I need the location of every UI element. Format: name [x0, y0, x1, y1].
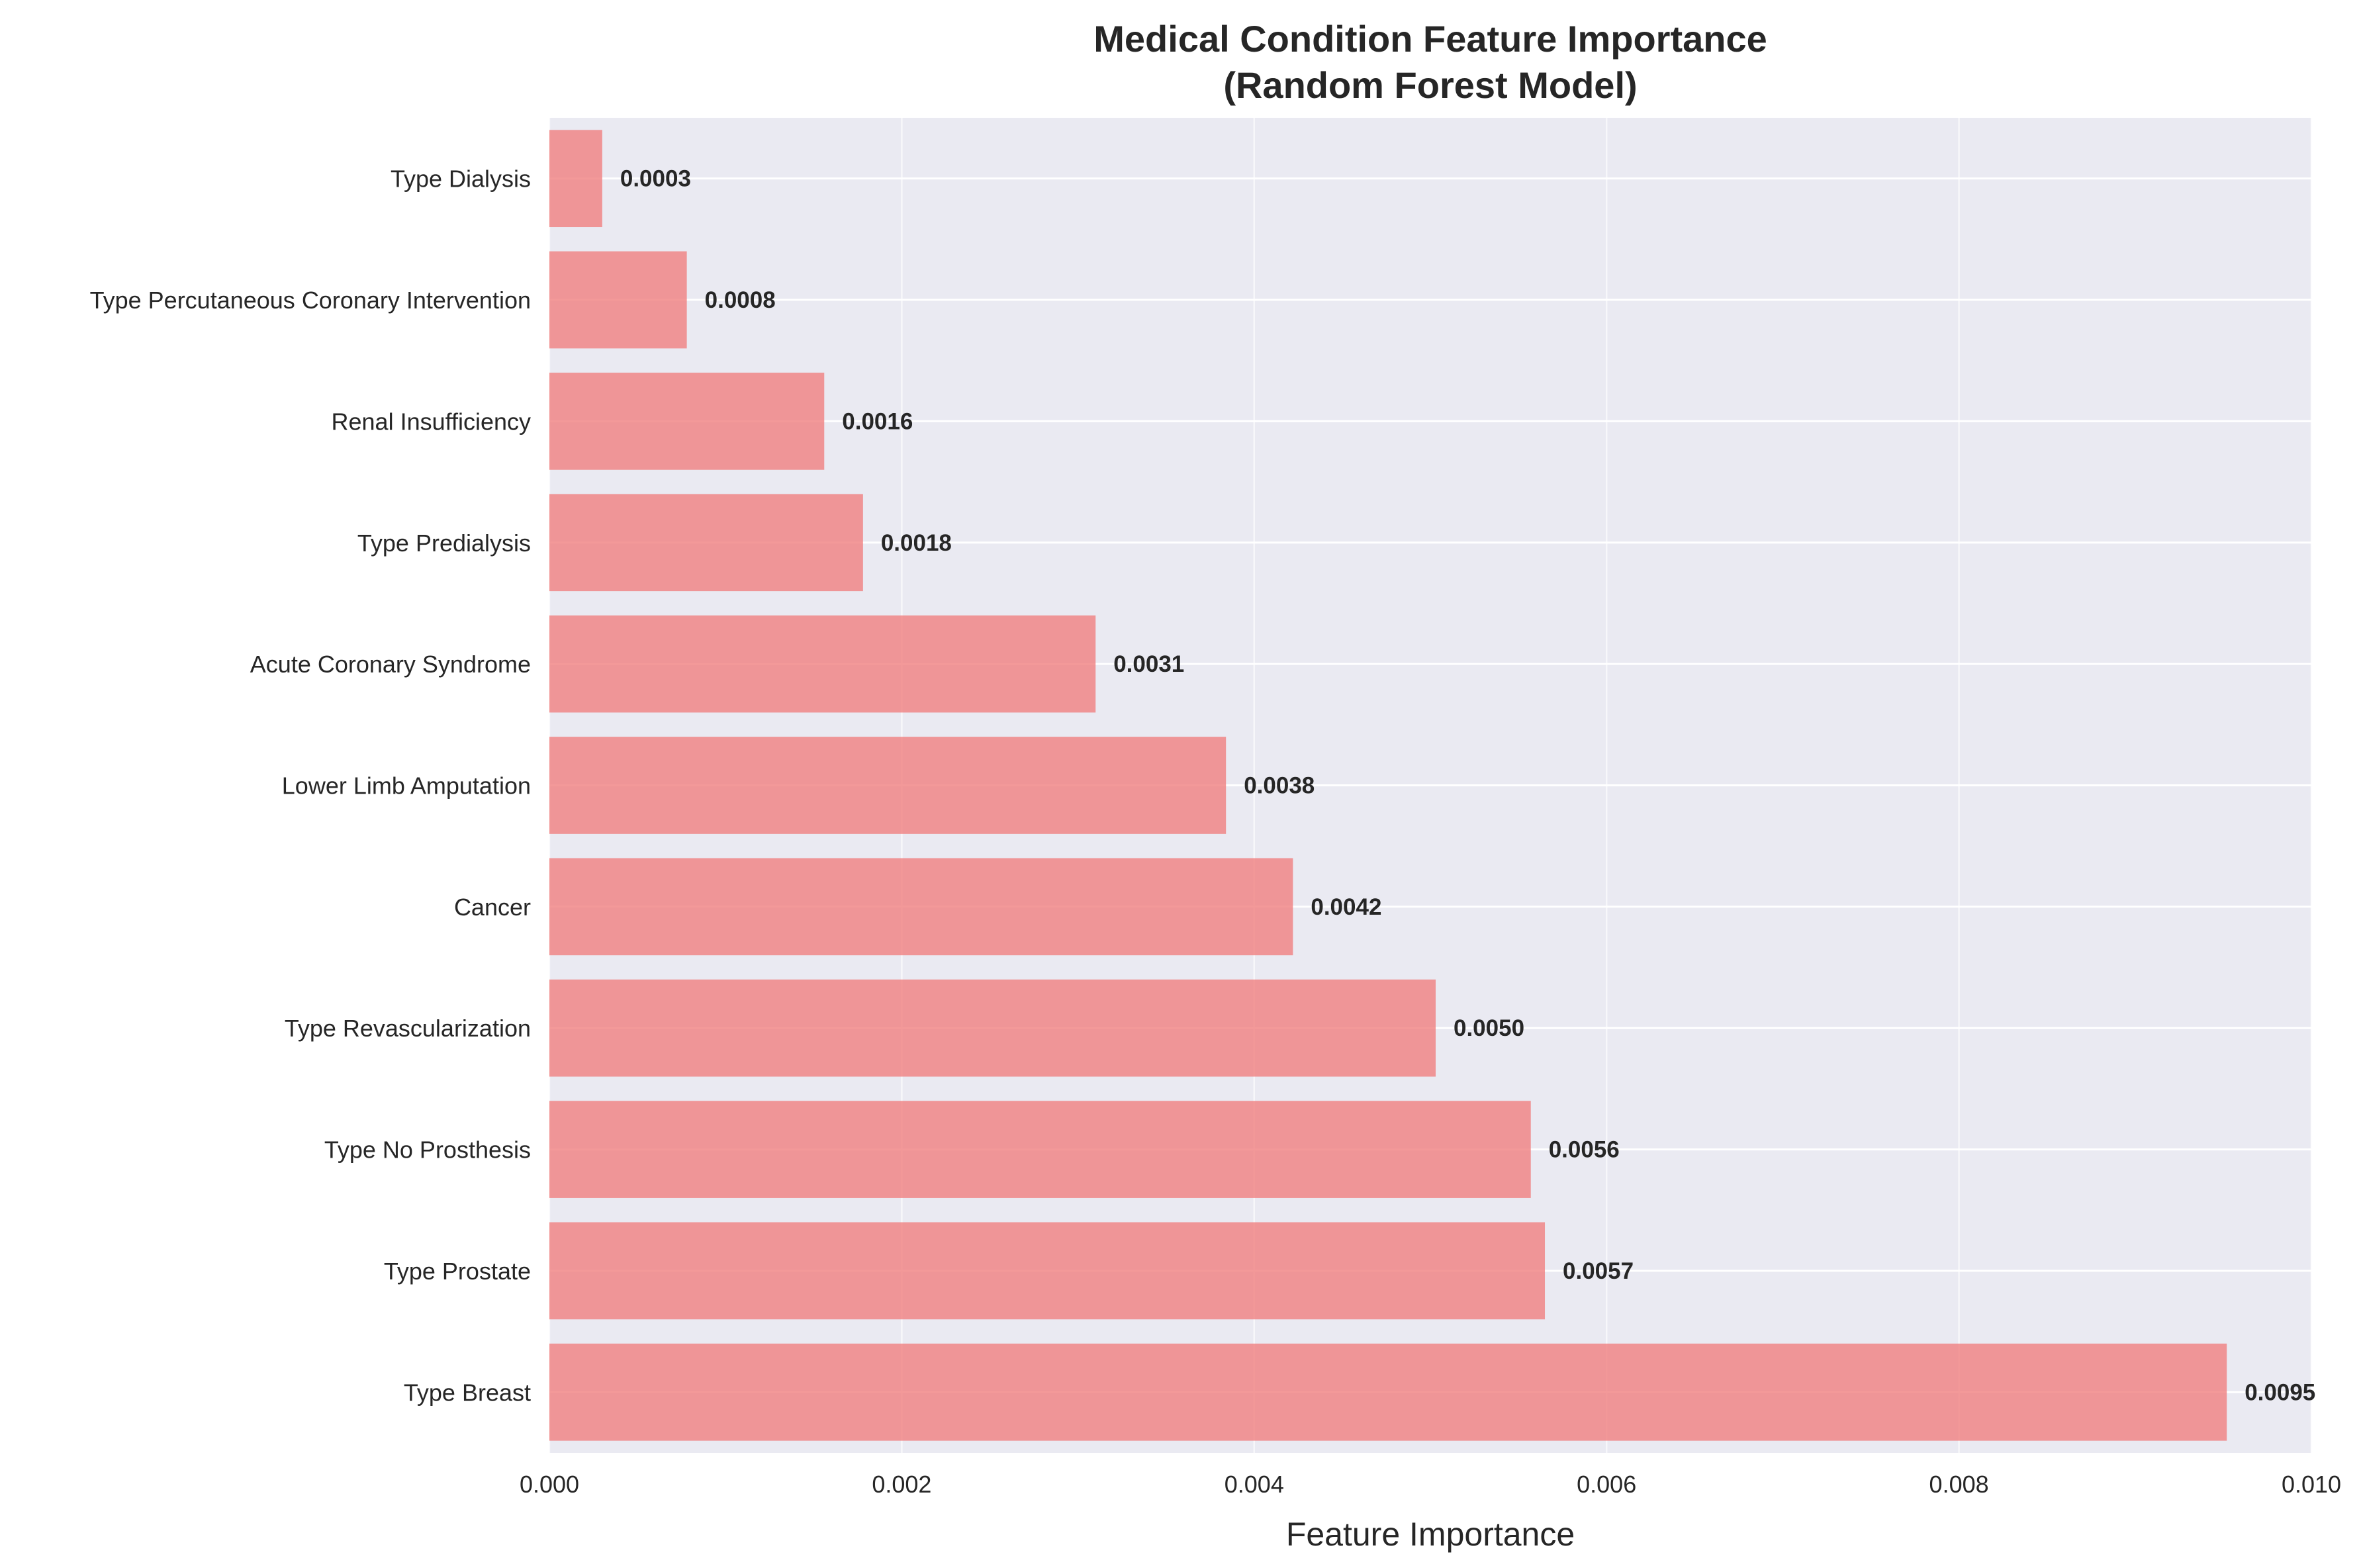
value-labels: 0.0003 0.0008 0.0016 0.0018 0.0031 0.0038 0.00… — [620, 166, 2315, 1406]
category-label: Type Prostate — [384, 1258, 531, 1285]
bar — [549, 615, 1096, 713]
bar-value-label: 0.0095 — [2245, 1379, 2315, 1405]
bar-value-label: 0.0038 — [1244, 773, 1315, 799]
bars — [549, 130, 2227, 1441]
category-labels: Type Dialysis Type Percutaneous Coronary … — [90, 165, 531, 1407]
bar — [549, 494, 863, 592]
bar — [549, 1222, 1546, 1320]
bar-value-label: 0.0003 — [620, 166, 691, 192]
bar-value-label: 0.0016 — [842, 408, 913, 434]
chart-title-line-1: Medical Condition Feature Importance — [1093, 18, 1767, 60]
bar — [549, 130, 602, 228]
bar — [549, 1101, 1531, 1198]
bar — [549, 858, 1293, 956]
x-tick-label: 0.010 — [2282, 1471, 2341, 1498]
x-tick-label: 0.004 — [1225, 1471, 1284, 1498]
chart-title-line-2: (Random Forest Model) — [1223, 64, 1637, 106]
category-label: Lower Limb Amputation — [282, 772, 531, 800]
bar-value-label: 0.0031 — [1113, 651, 1184, 677]
category-label: Type Revascularization — [285, 1015, 531, 1042]
bar-value-label: 0.0008 — [705, 287, 776, 313]
category-label: Renal Insufficiency — [332, 408, 532, 435]
bar-value-label: 0.0057 — [1563, 1258, 1634, 1284]
bar — [549, 251, 687, 349]
x-tick-labels: 0.000 0.002 0.004 0.006 0.008 0.010 — [520, 1471, 2341, 1498]
bar-value-label: 0.0050 — [1454, 1015, 1524, 1041]
x-tick-label: 0.000 — [520, 1471, 579, 1498]
x-tick-label: 0.008 — [1929, 1471, 1989, 1498]
category-label: Type Percutaneous Coronary Intervention — [90, 287, 531, 314]
bar-value-label: 0.0042 — [1311, 894, 1381, 920]
x-tick-label: 0.006 — [1577, 1471, 1636, 1498]
bar — [549, 1343, 2227, 1441]
bar — [549, 373, 825, 470]
category-label: Type Breast — [404, 1379, 531, 1406]
bar — [549, 737, 1227, 834]
category-label: Type Predialysis — [357, 530, 531, 557]
category-label: Acute Coronary Syndrome — [250, 651, 531, 678]
category-label: Type Dialysis — [391, 165, 531, 193]
bar — [549, 979, 1436, 1077]
category-label: Type No Prosthesis — [324, 1136, 531, 1164]
bar-value-label: 0.0056 — [1549, 1137, 1620, 1163]
x-axis-label: Feature Importance — [1286, 1516, 1575, 1553]
x-tick-label: 0.002 — [872, 1471, 931, 1498]
bar-value-label: 0.0018 — [881, 530, 952, 556]
category-label: Cancer — [454, 894, 531, 921]
